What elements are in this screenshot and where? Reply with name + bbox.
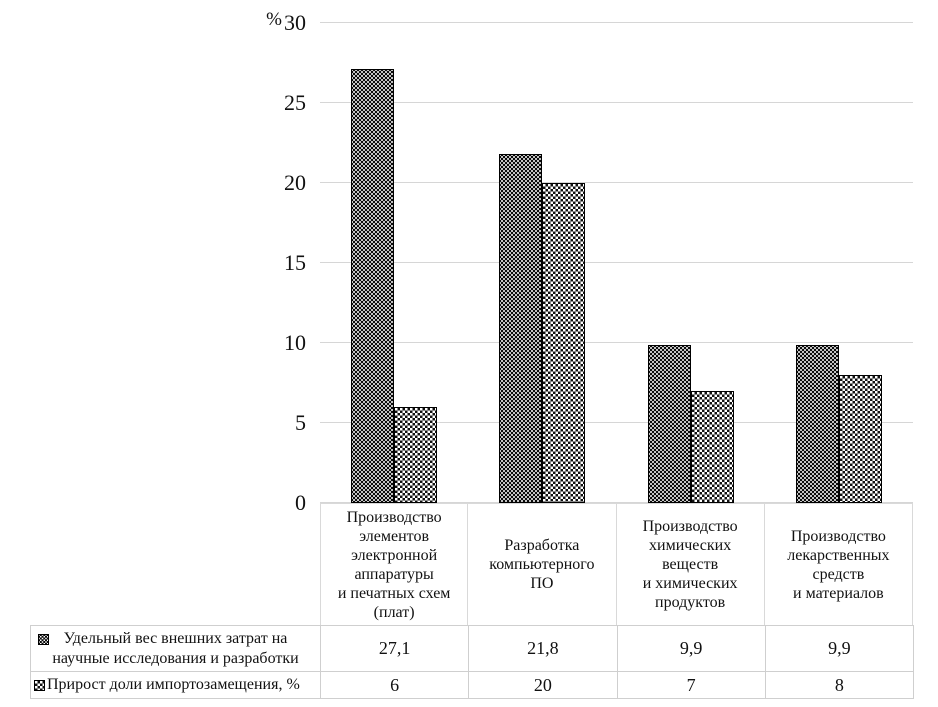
y-tick-label-25: 25 xyxy=(284,90,306,115)
y-axis-unit-label: % xyxy=(266,9,282,30)
y-tick-label-0: 0 xyxy=(295,490,306,515)
plot-area xyxy=(320,22,913,503)
category-label-4: Производство лекарственных средств и мат… xyxy=(765,504,913,625)
bar-series1-category4 xyxy=(795,345,839,503)
gridline-15 xyxy=(320,262,913,263)
category-label-1: Производство элементов электронной аппар… xyxy=(320,504,469,625)
bar-series1-category3 xyxy=(647,345,691,503)
dots-pattern-legend-icon xyxy=(38,634,49,645)
bar-series1-category1 xyxy=(351,69,395,503)
legend-value-table: Удельный вес внешних затрат на научные и… xyxy=(30,625,914,699)
bar-group-category-1 xyxy=(320,23,468,503)
bar-group-category-2 xyxy=(468,23,616,503)
y-tick-label-20: 20 xyxy=(284,170,306,195)
value-series2-category4: 8 xyxy=(765,672,914,699)
bar-series1-category2 xyxy=(499,154,543,503)
y-tick-label-15: 15 xyxy=(284,250,306,275)
bar-series2-category1 xyxy=(394,407,438,503)
gridline-5 xyxy=(320,422,913,423)
gridline-25 xyxy=(320,102,913,103)
y-tick-label-10: 10 xyxy=(284,330,306,355)
bar-series2-category3 xyxy=(690,391,734,503)
legend-label-cell-series1: Удельный вес внешних затрат на научные и… xyxy=(31,626,321,672)
gridline-30 xyxy=(320,22,913,23)
bar-series2-category2 xyxy=(542,183,586,503)
check-pattern-legend-icon xyxy=(34,679,45,691)
bar-series2-category4 xyxy=(838,375,882,503)
category-label-2: Разработка компьютерного ПО xyxy=(468,504,617,625)
legend-label-cell-series2: Прирост доли импортозамещения, % xyxy=(31,672,321,699)
gridline-20 xyxy=(320,182,913,183)
x-axis-category-row: Производство элементов электронной аппар… xyxy=(320,503,913,625)
value-series2-category3: 7 xyxy=(617,672,766,699)
category-label-3: Производство химических веществ и химиче… xyxy=(617,504,765,625)
gridline-0 xyxy=(320,502,913,503)
y-tick-label-5: 5 xyxy=(295,410,306,435)
value-series1-category4: 9,9 xyxy=(765,626,914,672)
y-axis-tick-labels: 0 5 10 15 20 25 30 xyxy=(238,10,306,515)
value-series2-category1: 6 xyxy=(321,672,470,699)
gridline-10 xyxy=(320,342,913,343)
value-series1-category2: 21,8 xyxy=(469,626,618,672)
legend-series-name: Прирост доли импортозамещения, % xyxy=(47,676,300,693)
bar-group-category-3 xyxy=(617,23,765,503)
legend-series-name: Удельный вес внешних затрат на научные и… xyxy=(52,629,299,667)
y-tick-label-30: 30 xyxy=(284,10,306,35)
bar-group-category-4 xyxy=(765,23,913,503)
value-series1-category1: 27,1 xyxy=(321,626,470,672)
value-series2-category2: 20 xyxy=(469,672,618,699)
value-series1-category3: 9,9 xyxy=(617,626,766,672)
